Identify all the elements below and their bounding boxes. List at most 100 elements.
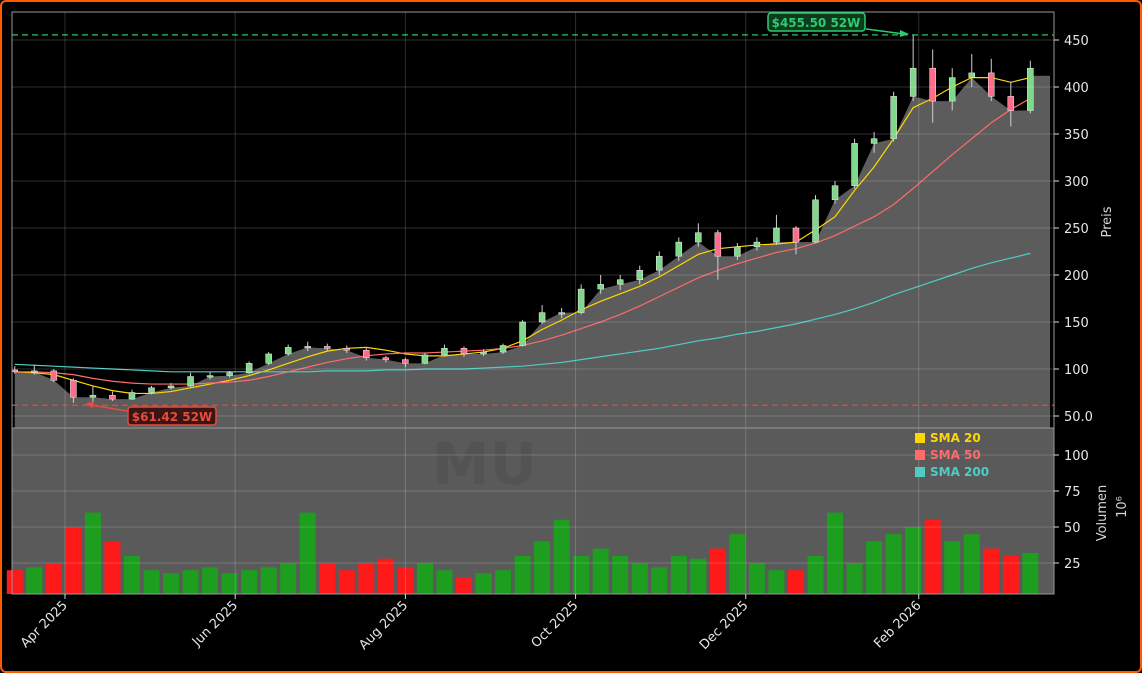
volume-bar <box>241 570 258 594</box>
candle-body <box>499 345 507 353</box>
candle-body <box>324 346 331 349</box>
candle-body <box>792 227 800 243</box>
price-tick-label: 200 <box>1064 269 1089 284</box>
volume-bar <box>221 573 238 594</box>
volume-bar <box>651 567 668 594</box>
candle-body <box>187 376 194 387</box>
volume-bar <box>65 527 82 594</box>
candle-body <box>265 353 272 364</box>
high-arrow-head <box>900 30 909 37</box>
candle-body <box>382 357 390 360</box>
volume-tick-label: 75 <box>1064 485 1081 500</box>
legend-swatch-sma50 <box>915 450 925 460</box>
candle-body <box>480 351 487 355</box>
candle-body <box>89 395 97 398</box>
volume-bar <box>690 558 707 594</box>
volume-bar <box>514 555 531 594</box>
price-area-fill <box>14 75 1050 428</box>
volume-bar <box>827 512 844 594</box>
volume-bar <box>6 570 23 594</box>
candle-body <box>773 227 780 243</box>
candle-body <box>519 321 526 346</box>
volume-panel <box>6 428 1054 594</box>
candle-body <box>695 232 702 243</box>
candle-body <box>363 349 370 358</box>
price-axis-label: Preis <box>1100 206 1115 237</box>
candle-body <box>988 72 995 97</box>
volume-bar <box>143 570 160 594</box>
volume-panel-frame <box>11 427 1055 595</box>
candle-body <box>402 359 409 364</box>
low-label-box <box>127 406 217 426</box>
volume-bar <box>182 570 199 594</box>
price-tick-label: 100 <box>1064 363 1089 378</box>
candle-body <box>421 354 429 364</box>
volume-bar <box>866 541 883 594</box>
candle-body <box>167 385 175 389</box>
candle-body <box>31 370 38 373</box>
candle-body <box>538 312 546 323</box>
volume-bar <box>202 567 219 594</box>
low-arrow-head <box>85 401 94 408</box>
volume-tick-label: 50 <box>1064 521 1081 536</box>
candle-body <box>597 284 604 290</box>
annotation-52w-high: $455.50 52W <box>767 12 909 37</box>
volume-axis-unit: 10⁶ <box>1115 496 1130 518</box>
volume-bar <box>319 563 336 594</box>
candle-body <box>753 241 761 248</box>
volume-bar <box>416 563 433 594</box>
volume-bar <box>26 567 43 594</box>
high-label-text: $455.50 52W <box>772 16 861 30</box>
candle-body <box>460 348 468 355</box>
volume-bar <box>924 519 941 594</box>
volume-bar <box>163 573 180 594</box>
volume-bar <box>983 548 1000 594</box>
x-tick-label: Jun 2025 <box>189 598 241 650</box>
volume-bar <box>612 555 629 594</box>
volume-bar <box>944 541 961 594</box>
candle-body <box>675 241 683 257</box>
candle-body <box>714 232 722 257</box>
high-arrow <box>865 28 905 35</box>
volume-bar <box>475 573 492 594</box>
candle-body <box>851 143 858 186</box>
candle-body <box>245 363 253 374</box>
volume-bar <box>358 563 375 594</box>
watermark-ticker: MU <box>432 430 537 498</box>
high-label-box <box>767 12 866 32</box>
x-tick-label: Apr 2025 <box>18 598 71 651</box>
candle-body <box>1027 67 1034 111</box>
x-tick-label: Dec 2025 <box>697 598 752 653</box>
candle-body <box>870 138 878 144</box>
legend-swatch-sma20 <box>915 433 925 443</box>
candle-body <box>1007 96 1015 111</box>
volume-bar <box>123 555 140 594</box>
legend-label-sma50: SMA 50 <box>930 448 981 462</box>
candle-body <box>284 347 292 355</box>
volume-bar <box>280 563 297 594</box>
legend-swatch-sma200 <box>915 467 925 477</box>
candle-body <box>948 77 956 102</box>
volume-bar <box>709 548 726 594</box>
volume-bar <box>905 527 922 594</box>
volume-bar <box>885 534 902 594</box>
candle-body <box>577 288 585 313</box>
candle-body <box>636 270 643 280</box>
volume-bar <box>104 541 121 594</box>
sma-line-sma200 <box>14 252 1031 373</box>
volume-bar <box>436 570 453 594</box>
volume-tick-label: 25 <box>1064 557 1081 572</box>
volume-bar <box>573 555 590 594</box>
volume-bar <box>1022 552 1039 594</box>
legend-label-sma200: SMA 200 <box>930 465 989 479</box>
volume-bar <box>397 567 414 594</box>
volume-bar <box>787 570 804 594</box>
volume-bar <box>768 570 785 594</box>
price-tick-label: 50.0 <box>1064 410 1093 425</box>
price-panel <box>11 34 1054 428</box>
candle-body <box>226 372 233 376</box>
low-label-text: $61.42 52W <box>132 410 212 424</box>
candle-body <box>812 199 819 243</box>
candle-body <box>50 370 58 381</box>
candle-body <box>304 346 311 349</box>
